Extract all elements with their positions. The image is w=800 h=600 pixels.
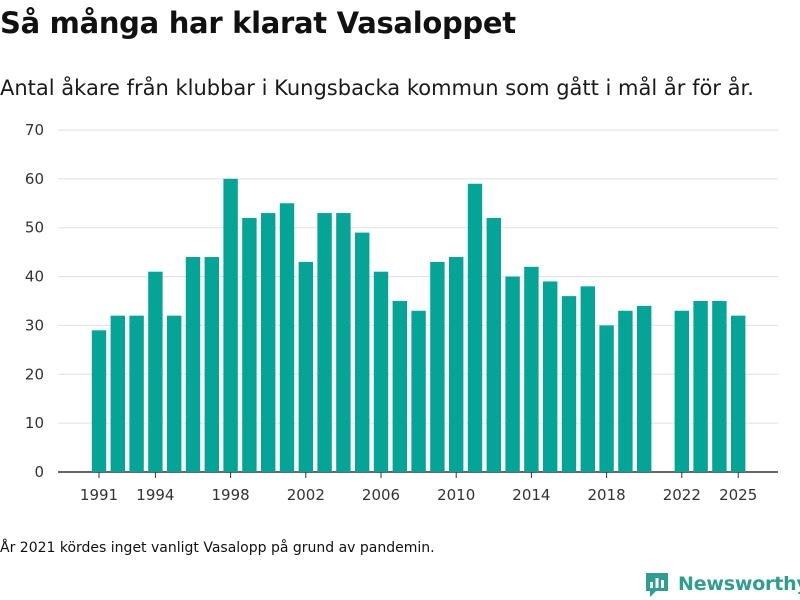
bars — [91, 178, 746, 473]
bar-2019 — [618, 310, 633, 472]
bar-2022 — [674, 310, 689, 472]
bar-chart: 0 10 20 30 40 50 60 70 1991 1994 1998 2002 2006 2010… — [25, 121, 778, 504]
bar-2006 — [373, 271, 389, 472]
bar-2013 — [505, 276, 520, 472]
bar-1994 — [148, 271, 163, 472]
y-tick-label: 50 — [25, 219, 44, 237]
x-tick-label: 2010 — [437, 486, 475, 504]
x-tick-label: 2006 — [362, 486, 400, 504]
x-tick-label: 2014 — [512, 486, 550, 504]
bar-1995 — [167, 315, 182, 472]
bar-2024 — [712, 301, 727, 472]
bar-2009 — [430, 261, 445, 472]
y-tick-label: 0 — [34, 463, 44, 481]
bar-2004 — [336, 213, 351, 473]
bar-2007 — [392, 301, 407, 472]
bar-2017 — [580, 286, 595, 472]
bar-2020 — [637, 305, 652, 472]
bar-1993 — [129, 315, 144, 472]
brand-logo[interactable]: Newsworthy — [644, 570, 800, 598]
bar-1991 — [91, 330, 107, 472]
bar-2025 — [731, 315, 746, 472]
bar-2012 — [486, 217, 501, 472]
bar-2008 — [411, 310, 426, 472]
bar-2003 — [317, 213, 332, 473]
y-tick-label: 60 — [25, 170, 44, 188]
bar-2001 — [279, 203, 295, 472]
y-tick-label: 20 — [25, 365, 44, 383]
x-tick-label: 1991 — [80, 486, 118, 504]
bar-2002 — [298, 261, 313, 472]
x-tick-label: 2025 — [719, 486, 757, 504]
bar-1992 — [110, 315, 125, 472]
y-tick-label: 40 — [25, 268, 44, 286]
y-tick-label: 10 — [25, 414, 44, 432]
chart-subtitle: Antal åkare från klubbar i Kungsbacka ko… — [0, 76, 754, 100]
x-axis-ticks: 1991 1994 1998 2002 2006 2010 2014 2018 2022 2025 — [80, 472, 757, 504]
bar-2011 — [467, 183, 483, 472]
bar-1998 — [223, 178, 238, 472]
newsworthy-logo-icon — [646, 573, 668, 597]
chart-title: Så många har klarat Vasaloppet — [0, 6, 516, 40]
y-tick-label: 30 — [25, 316, 44, 334]
x-tick-label: 1998 — [212, 486, 250, 504]
bar-2023 — [693, 301, 708, 472]
bar-2018 — [599, 325, 614, 472]
footnote: År 2021 kördes inget vanligt Vasalopp på… — [0, 540, 435, 556]
x-tick-label: 2002 — [287, 486, 325, 504]
bar-1999 — [242, 217, 257, 472]
x-tick-label: 2022 — [663, 486, 701, 504]
x-tick-label: 1994 — [136, 486, 174, 504]
brand-name: Newsworthy — [678, 573, 800, 595]
y-axis-ticks: 0 10 20 30 40 50 60 70 — [25, 121, 44, 481]
bar-2015 — [543, 281, 558, 472]
bar-2010 — [449, 257, 464, 472]
bar-1996 — [185, 257, 201, 472]
bar-2016 — [561, 296, 577, 472]
bar-1997 — [204, 257, 219, 472]
bar-2005 — [355, 232, 370, 472]
x-tick-label: 2018 — [588, 486, 626, 504]
bar-2000 — [261, 213, 276, 473]
y-tick-label: 70 — [25, 121, 44, 139]
bar-2014 — [524, 266, 539, 472]
